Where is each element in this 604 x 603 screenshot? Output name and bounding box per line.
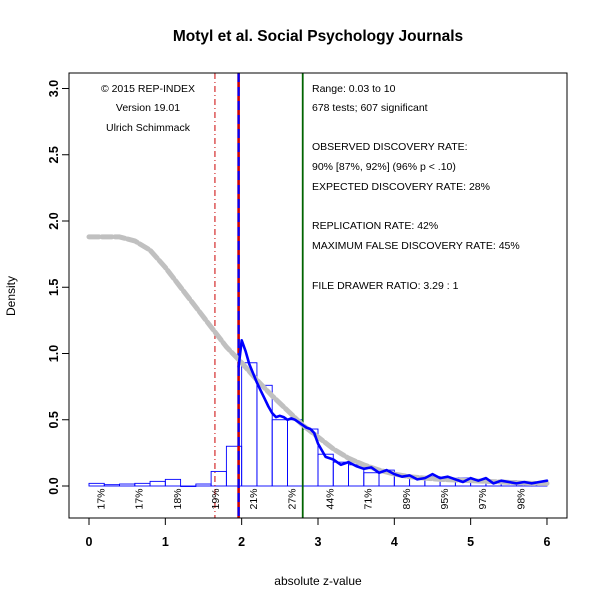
- observed-density-curve: [237, 338, 549, 485]
- histogram-bar: [210, 470, 227, 487]
- y-axis: 0.0 0.5 1.0 1.5 2.0 2.5 3.0: [47, 80, 70, 495]
- histogram-bar: [103, 484, 120, 487]
- y-tick-label: 1.0: [47, 345, 61, 362]
- x-axis: 0 1 2 3 4 5 6: [86, 517, 551, 549]
- result-annotation: OBSERVED DISCOVERY RATE:: [312, 141, 468, 153]
- percent-label: 17%: [95, 488, 107, 509]
- percent-label: 97%: [477, 488, 489, 509]
- histogram-bar: [134, 482, 151, 487]
- plot-area: 17% 17% 18% 19% 21% 27% 44% 71% 89% 95% 97% 98%: [86, 73, 550, 518]
- result-annotation: Range: 0.03 to 10: [312, 83, 396, 95]
- y-tick-label: 2.5: [47, 146, 61, 163]
- histogram-bar: [119, 483, 136, 487]
- percent-label: 18%: [172, 488, 184, 509]
- result-annotation: EXPECTED DISCOVERY RATE: 28%: [312, 181, 490, 193]
- y-axis-label: Density: [4, 276, 18, 316]
- x-tick-label: 6: [544, 535, 551, 549]
- result-annotation: REPLICATION RATE: 42%: [312, 220, 438, 232]
- fitted-model-curve: [86, 234, 550, 486]
- percent-label: 95%: [439, 488, 451, 509]
- result-annotation: 678 tests; 607 significant: [312, 102, 428, 114]
- histogram-bar: [241, 362, 258, 487]
- x-tick-label: 0: [86, 535, 93, 549]
- y-tick-label: 0.5: [47, 411, 61, 428]
- x-tick-label: 4: [391, 535, 398, 549]
- histogram-bar: [195, 483, 212, 487]
- result-annotation: MAXIMUM FALSE DISCOVERY RATE: 45%: [312, 240, 520, 252]
- x-tick-label: 3: [315, 535, 322, 549]
- percent-label: 71%: [363, 488, 375, 509]
- y-tick-label: 2.0: [47, 212, 61, 229]
- histogram-bar: [88, 482, 105, 487]
- histogram-bar: [271, 419, 288, 487]
- histogram-bar: [287, 419, 304, 487]
- histogram-bar: [149, 480, 166, 487]
- percent-label: 44%: [324, 488, 336, 509]
- y-tick-label: 3.0: [47, 80, 61, 97]
- percent-label: 19%: [210, 488, 222, 509]
- y-tick-label: 1.5: [47, 279, 61, 296]
- percent-label: 17%: [134, 488, 146, 509]
- watermark-text: Version 19.01: [116, 102, 180, 114]
- percent-label: 27%: [286, 488, 298, 509]
- x-tick-label: 2: [238, 535, 245, 549]
- annotations: © 2015 REP-INDEX Version 19.01 Ulrich Schi…: [101, 83, 520, 292]
- watermark-text: © 2015 REP-INDEX: [101, 83, 195, 95]
- percent-label: 21%: [248, 488, 260, 509]
- x-tick-label: 5: [467, 535, 474, 549]
- x-axis-label: absolute z-value: [274, 574, 362, 588]
- x-tick-label: 1: [162, 535, 169, 549]
- y-tick-label: 0.0: [47, 477, 61, 494]
- percent-label: 98%: [515, 488, 527, 509]
- histogram-bar: [164, 478, 182, 487]
- histogram-bar: [363, 472, 380, 487]
- watermark-text: Ulrich Schimmack: [106, 122, 191, 134]
- histogram-bar: [180, 485, 197, 487]
- result-annotation: FILE DRAWER RATIO: 3.29 : 1: [312, 280, 459, 292]
- percent-label: 89%: [401, 488, 413, 509]
- result-annotation: 90% [87%, 92%] (96% p < .10): [312, 161, 456, 173]
- chart-title: Motyl et al. Social Psychology Journals: [173, 28, 463, 45]
